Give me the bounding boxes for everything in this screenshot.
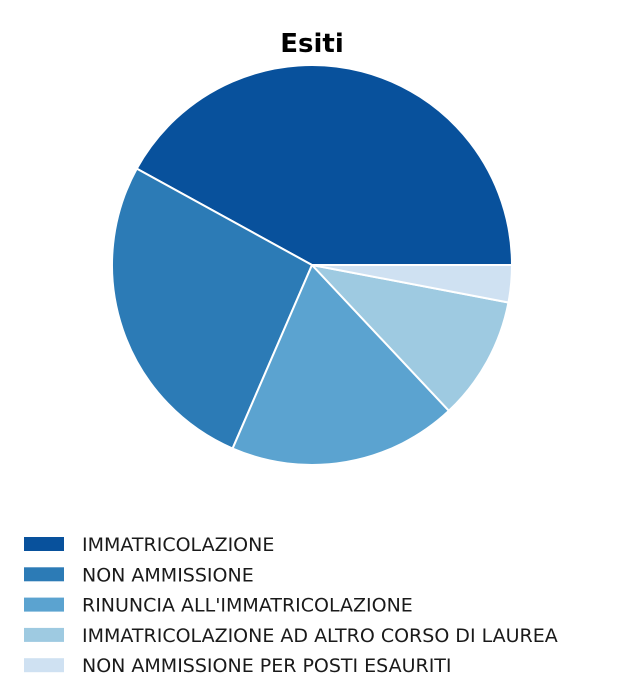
chart-title: Esiti — [280, 29, 344, 59]
legend-label: RINUNCIA ALL'IMMATRICOLAZIONE — [82, 595, 413, 617]
legend-label: NON AMMISSIONE PER POSTI ESAURITI — [82, 655, 452, 677]
pie-slice-1 — [135, 64, 513, 266]
pie-slice-4 — [311, 264, 510, 412]
legend-swatch — [24, 627, 64, 642]
legend-item: NON AMMISSIONE PER POSTI ESAURITI — [24, 655, 452, 677]
pie-slice-5 — [311, 264, 513, 304]
legend-item: IMMATRICOLAZIONE — [24, 534, 274, 556]
legend-item: NON AMMISSIONE — [24, 564, 254, 586]
legend-swatch — [24, 597, 64, 612]
legend-label: IMMATRICOLAZIONE — [82, 534, 274, 556]
pie-slices — [111, 64, 513, 466]
legend-label: IMMATRICOLAZIONE AD ALTRO CORSO DI LAURE… — [82, 625, 558, 647]
legend-label: NON AMMISSIONE — [82, 564, 254, 586]
legend-swatch — [24, 658, 64, 673]
legend-swatch — [24, 537, 64, 551]
legend-item: IMMATRICOLAZIONE AD ALTRO CORSO DI LAURE… — [24, 625, 558, 647]
legend-item: RINUNCIA ALL'IMMATRICOLAZIONE — [24, 595, 413, 617]
legend: IMMATRICOLAZIONE NON AMMISSIONE RINUNCIA A… — [24, 534, 558, 677]
legend-swatch — [24, 567, 64, 582]
pie-slice-3 — [231, 264, 450, 466]
